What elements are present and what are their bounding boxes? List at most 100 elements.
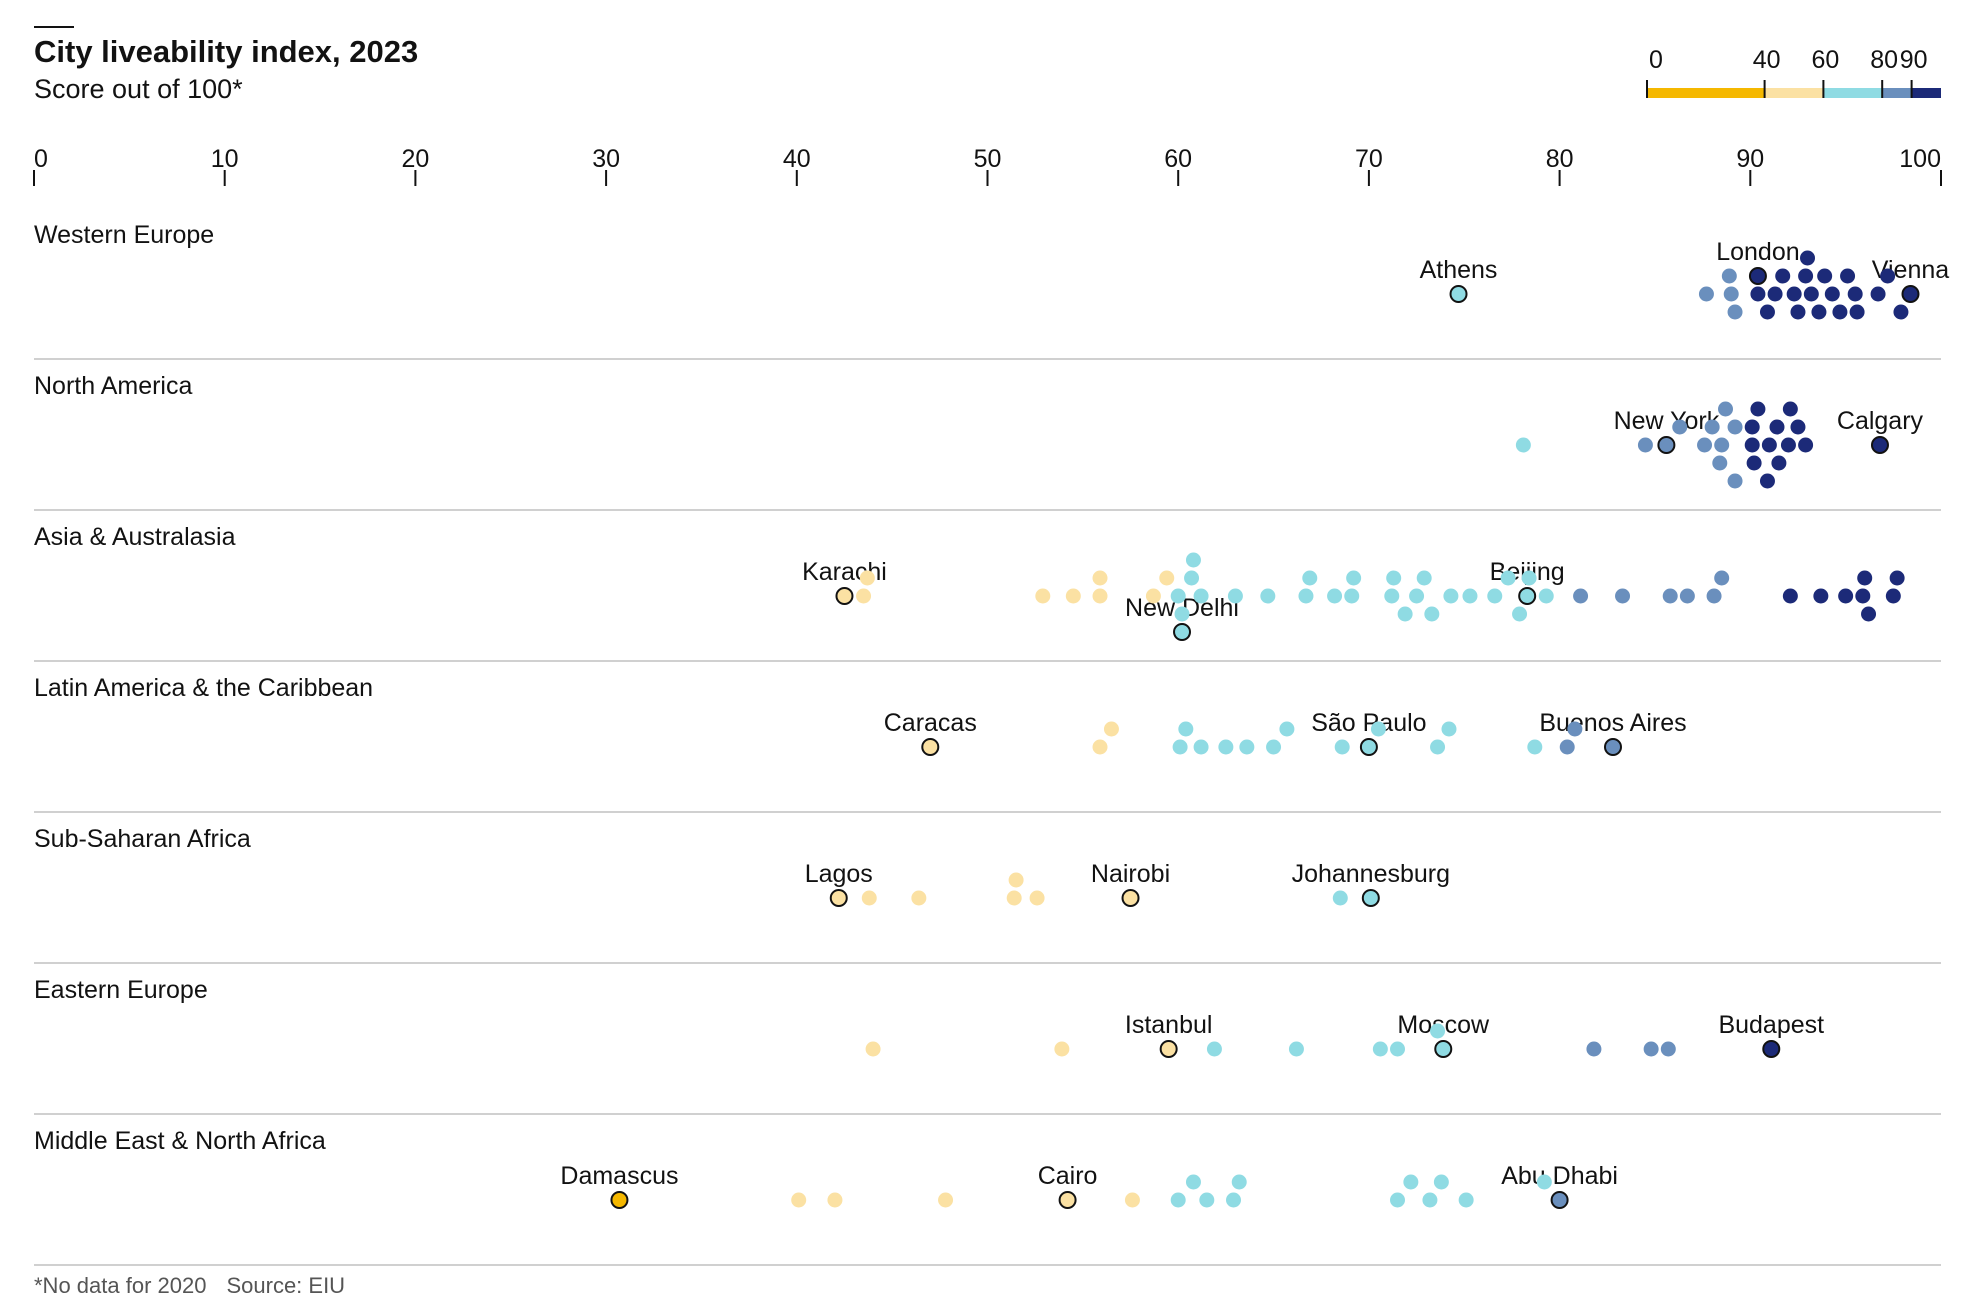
city-point <box>1372 1041 1388 1057</box>
region-3: Latin America & the Caribbean Caracas São … <box>34 674 1941 813</box>
city-label: Istanbul <box>1125 1011 1213 1039</box>
x-tick-label-40: 40 <box>783 145 811 173</box>
city-point <box>1723 286 1739 302</box>
city-point <box>1370 721 1386 737</box>
city-point <box>1462 588 1478 604</box>
city-point <box>1515 437 1531 453</box>
city-point <box>1193 739 1209 755</box>
city-point <box>1178 721 1194 737</box>
city-point <box>1567 721 1583 737</box>
city-point-budapest <box>1762 1040 1781 1058</box>
city-point-beijing <box>1518 587 1537 605</box>
city-point <box>1727 419 1743 435</box>
city-point <box>827 1192 843 1208</box>
city-point <box>856 588 872 604</box>
city-point <box>1239 739 1255 755</box>
city-point-new-york <box>1657 436 1676 454</box>
city-point <box>938 1192 954 1208</box>
city-label: New York <box>1614 407 1720 435</box>
city-point <box>1727 304 1743 320</box>
city-point <box>1054 1041 1070 1057</box>
city-label: Lagos <box>805 860 873 888</box>
city-point <box>1712 455 1728 471</box>
city-point <box>1185 1174 1201 1190</box>
city-point <box>1260 588 1276 604</box>
city-point <box>1298 588 1314 604</box>
chart-title: City liveability index, 2023 <box>34 34 419 69</box>
city-point <box>1538 588 1554 604</box>
city-point <box>1769 419 1785 435</box>
city-point <box>1775 268 1791 284</box>
city-label: São Paulo <box>1311 709 1426 737</box>
city-point <box>1266 739 1282 755</box>
city-point <box>1008 872 1024 888</box>
city-point <box>1500 570 1516 586</box>
city-label: Karachi <box>802 558 887 586</box>
city-point <box>1706 588 1722 604</box>
city-point-buenos-aires <box>1603 738 1622 756</box>
city-point <box>1759 304 1775 320</box>
city-point <box>1145 588 1161 604</box>
city-point <box>859 570 875 586</box>
city-point <box>1288 1041 1304 1057</box>
city-point <box>1029 890 1045 906</box>
city-point <box>1430 739 1446 755</box>
region-label: Latin America & the Caribbean <box>34 674 373 702</box>
city-point <box>1744 419 1760 435</box>
city-point <box>1226 1192 1242 1208</box>
city-point-vienna <box>1901 285 1920 303</box>
region-label: North America <box>34 372 192 400</box>
city-point-lagos <box>829 889 848 907</box>
city-point <box>1458 1192 1474 1208</box>
city-point <box>1840 268 1856 284</box>
city-label: Caracas <box>884 709 977 737</box>
city-point <box>1893 304 1909 320</box>
city-point-s-o-paulo <box>1359 738 1378 756</box>
city-point <box>1124 1192 1140 1208</box>
x-tick-label-90: 90 <box>1736 145 1764 173</box>
city-point <box>1718 401 1734 417</box>
city-point <box>1430 1023 1446 1039</box>
x-tick-label-30: 30 <box>592 145 620 173</box>
city-point <box>1441 721 1457 737</box>
city-label: London <box>1716 238 1799 266</box>
x-tick-label-60: 60 <box>1164 145 1192 173</box>
city-point <box>1170 588 1186 604</box>
x-tick-label-0: 0 <box>34 145 48 173</box>
region-label: Sub-Saharan Africa <box>34 825 251 853</box>
city-point <box>1512 606 1528 622</box>
city-point-damascus <box>610 1191 629 1209</box>
x-tick-label-10: 10 <box>211 145 239 173</box>
city-point-calgary <box>1870 436 1889 454</box>
city-point <box>1889 570 1905 586</box>
city-point <box>1092 739 1108 755</box>
x-tick-label-80: 80 <box>1546 145 1574 173</box>
city-point <box>1433 1174 1449 1190</box>
x-tick-label-50: 50 <box>974 145 1002 173</box>
city-point <box>1803 286 1819 302</box>
city-point <box>1218 739 1234 755</box>
city-point <box>1586 1041 1602 1057</box>
city-point <box>1786 286 1802 302</box>
city-point-istanbul <box>1159 1040 1178 1058</box>
city-point <box>1759 473 1775 489</box>
legend-label-1: 40 <box>1753 46 1781 74</box>
city-point <box>1885 588 1901 604</box>
city-point <box>1390 1192 1406 1208</box>
city-point <box>1199 1192 1215 1208</box>
city-point <box>1861 606 1877 622</box>
city-point <box>1615 588 1631 604</box>
city-point <box>1302 570 1318 586</box>
city-point <box>1206 1041 1222 1057</box>
city-point <box>1227 588 1243 604</box>
city-point <box>911 890 927 906</box>
region-6: Middle East & North Africa Damascus Cairo A… <box>34 1127 1941 1266</box>
city-point <box>1847 286 1863 302</box>
city-point <box>1767 286 1783 302</box>
city-label: Cairo <box>1038 1162 1098 1190</box>
city-point <box>1092 570 1108 586</box>
city-point <box>1035 588 1051 604</box>
city-point <box>1443 588 1459 604</box>
